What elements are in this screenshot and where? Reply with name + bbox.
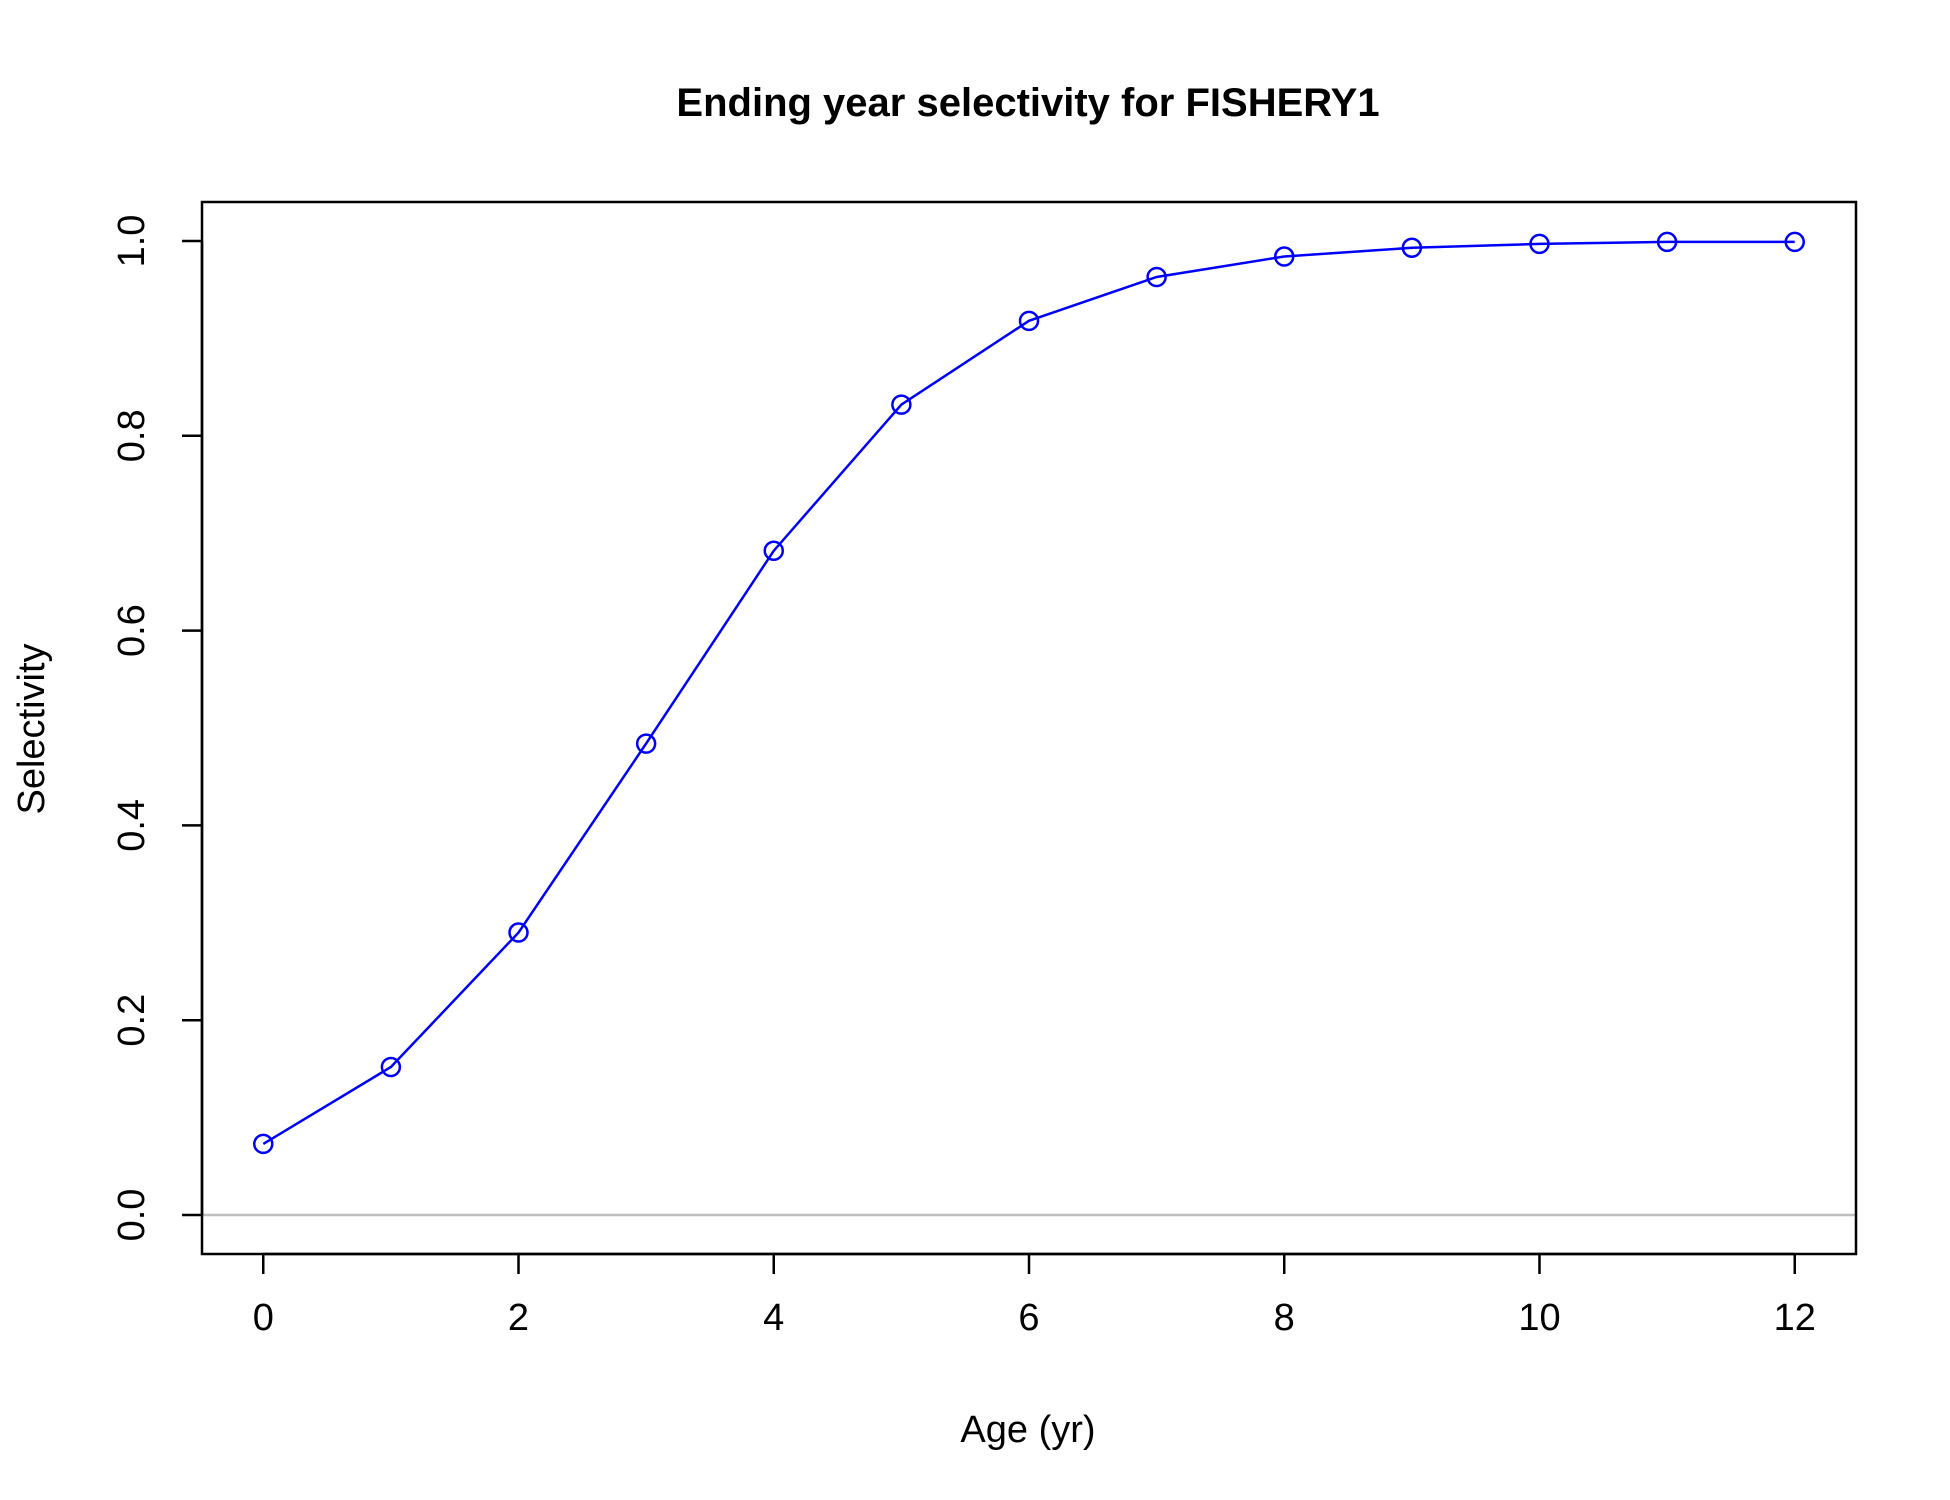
data-point [1273,246,1295,267]
x-tick-label: 2 [508,1297,529,1339]
x-tick-label: 4 [763,1297,784,1339]
data-point [253,1133,274,1155]
y-axis-label: Selectivity [11,643,53,814]
y-tick-label: 0.8 [111,409,153,462]
data-point [508,922,529,943]
chart-title: Ending year selectivity for FISHERY1 [676,81,1379,125]
x-tick-label: 12 [1774,1297,1816,1339]
data-point [1784,231,1805,253]
plot-frame [200,200,1858,1256]
data-point [1529,233,1550,255]
y-tick-label: 0.4 [111,799,153,852]
x-tick-label: 8 [1274,1297,1295,1339]
y-tick-label: 0.2 [111,994,153,1047]
data-point [1018,310,1040,332]
y-axis: 0.0 0.2 0.4 0.6 0.8 1.0 [111,215,204,1242]
x-tick-label: 6 [1018,1297,1039,1339]
data-point [763,540,785,561]
data-point [635,733,657,754]
data-point [380,1056,402,1078]
x-tick-label: 0 [253,1297,274,1339]
data-point [1656,231,1678,253]
y-tick-label: 0.0 [111,1189,153,1242]
x-axis-label: Age (yr) [960,1409,1095,1451]
series-line [262,240,1795,1145]
y-tick-label: 0.6 [111,604,153,657]
y-tick-label: 1.0 [111,215,153,268]
x-tick-label: 10 [1518,1297,1560,1339]
data-point [1401,237,1423,259]
data-point [1146,266,1167,288]
x-axis: 0 2 4 6 8 10 12 [253,1252,1816,1339]
plot-area [200,200,1858,1256]
data-point [891,394,912,415]
